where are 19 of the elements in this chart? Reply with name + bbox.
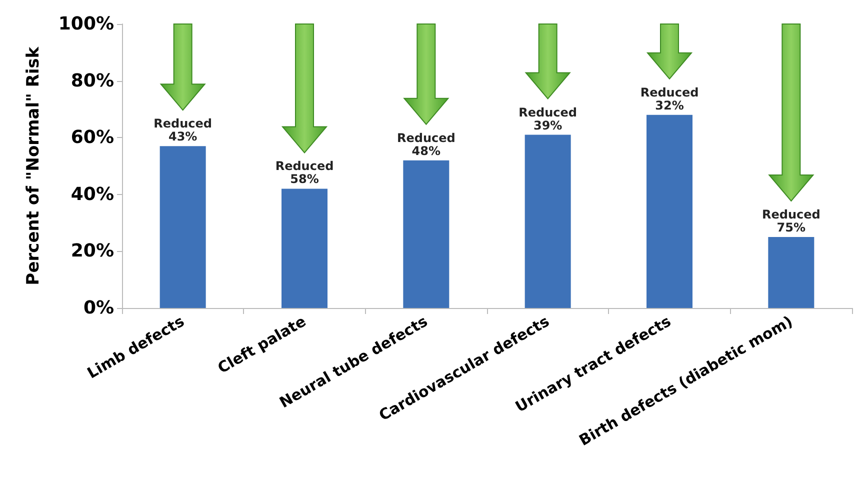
data-label: Reduced 43% <box>154 116 212 144</box>
y-tick-label: 40% <box>70 184 114 205</box>
y-axis-title: Percent of "Normal" Risk <box>24 46 44 286</box>
data-label: Reduced 48% <box>396 130 456 158</box>
y-tick-label: 0% <box>83 298 114 318</box>
bar <box>160 146 206 308</box>
data-label: Reduced 32% <box>640 85 699 112</box>
bar <box>646 114 692 308</box>
y-tick-label: 80% <box>70 70 114 92</box>
bar <box>403 160 450 308</box>
bar <box>282 188 328 308</box>
data-label: Reduced 39% <box>518 105 578 132</box>
data-label: Reduced 58% <box>275 159 334 186</box>
data-label: Reduced 75% <box>762 208 820 234</box>
y-tick-label: 20% <box>70 240 114 262</box>
y-tick-label: 100% <box>58 14 114 34</box>
bar <box>768 237 814 308</box>
bar <box>524 134 571 308</box>
y-tick-label: 60% <box>70 127 114 148</box>
